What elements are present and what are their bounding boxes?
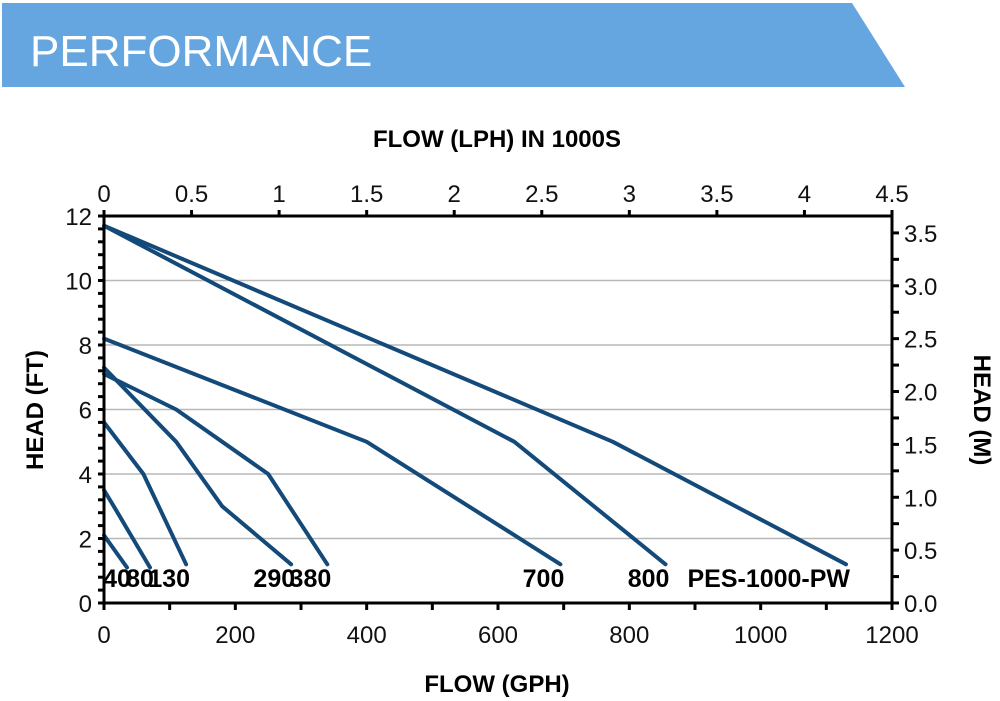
- x2-tick-label: 1.5: [350, 181, 383, 208]
- y2-tick-label: 3.0: [904, 274, 937, 301]
- x2-tick-label: 0: [97, 181, 110, 208]
- x2-tick-label: 1: [272, 181, 285, 208]
- x-axis-title: FLOW (GPH): [424, 671, 569, 698]
- x2-tick-label: 4: [798, 181, 811, 208]
- banner-background: [2, 3, 905, 87]
- x2-tick-label: 0.5: [175, 181, 208, 208]
- series-line-700: [102, 336, 563, 567]
- series-label-380: 380: [290, 565, 332, 593]
- y-tick-label: 4: [79, 462, 92, 489]
- axes: [102, 210, 894, 607]
- series-lines: [102, 223, 848, 570]
- y-tick-label: 0: [79, 591, 92, 618]
- y-tick-label: 12: [65, 204, 92, 231]
- x2-tick-label: 2: [448, 181, 461, 208]
- y2-tick-label: 2.5: [904, 327, 937, 354]
- x2-axis-title: FLOW (LPH) IN 1000S: [373, 126, 621, 153]
- x-tick-label: 1200: [865, 622, 918, 649]
- y2-tick-label: 2.0: [904, 380, 937, 407]
- x-tick-label: 600: [478, 622, 518, 649]
- series-line-290: [102, 365, 294, 567]
- x-tick-label: 400: [347, 622, 387, 649]
- series-line-380: [102, 372, 330, 567]
- series-line-130: [102, 420, 189, 567]
- series-label-pes-1000-pw: PES-1000-PW: [687, 565, 850, 593]
- y2-tick-label: 3.5: [904, 221, 937, 248]
- y2-tick-label: 0.5: [904, 538, 937, 565]
- y-tick-label: 6: [79, 398, 92, 425]
- y2-tick-label: 0.0: [904, 591, 937, 618]
- y-tick-label: 8: [79, 333, 92, 360]
- grid-lines: [104, 279, 892, 540]
- y2-tick-label: 1.0: [904, 485, 937, 512]
- series-label-290: 290: [253, 565, 295, 593]
- x2-tick-label: 3: [623, 181, 636, 208]
- series-label-80: 80: [126, 565, 154, 593]
- x2-tick-label: 2.5: [525, 181, 558, 208]
- page-title: PERFORMANCE: [30, 27, 372, 76]
- y2-axis-title: HEAD (M): [968, 355, 995, 466]
- series-label-130: 130: [148, 565, 190, 593]
- tick-marks: [98, 210, 899, 610]
- series-label-700: 700: [523, 565, 565, 593]
- x-tick-label: 1000: [734, 622, 787, 649]
- x-tick-label: 200: [215, 622, 255, 649]
- y2-tick-label: 1.5: [904, 432, 937, 459]
- series-line-80: [102, 488, 152, 570]
- y-tick-label: 2: [79, 527, 92, 554]
- y-tick-label: 10: [65, 269, 92, 296]
- x2-tick-label: 4.5: [875, 181, 908, 208]
- y-axis-title: HEAD (FT): [22, 350, 49, 470]
- x-tick-label: 800: [609, 622, 649, 649]
- series-label-800: 800: [628, 565, 670, 593]
- series-line-800: [102, 223, 668, 567]
- series-line-40: [102, 533, 129, 570]
- x2-tick-label: 3.5: [700, 181, 733, 208]
- header-banner: PERFORMANCE: [2, 3, 905, 87]
- series-label-40: 40: [103, 565, 131, 593]
- series-line-pes-1000-pw: [102, 223, 848, 567]
- x-tick-label: 0: [97, 622, 110, 649]
